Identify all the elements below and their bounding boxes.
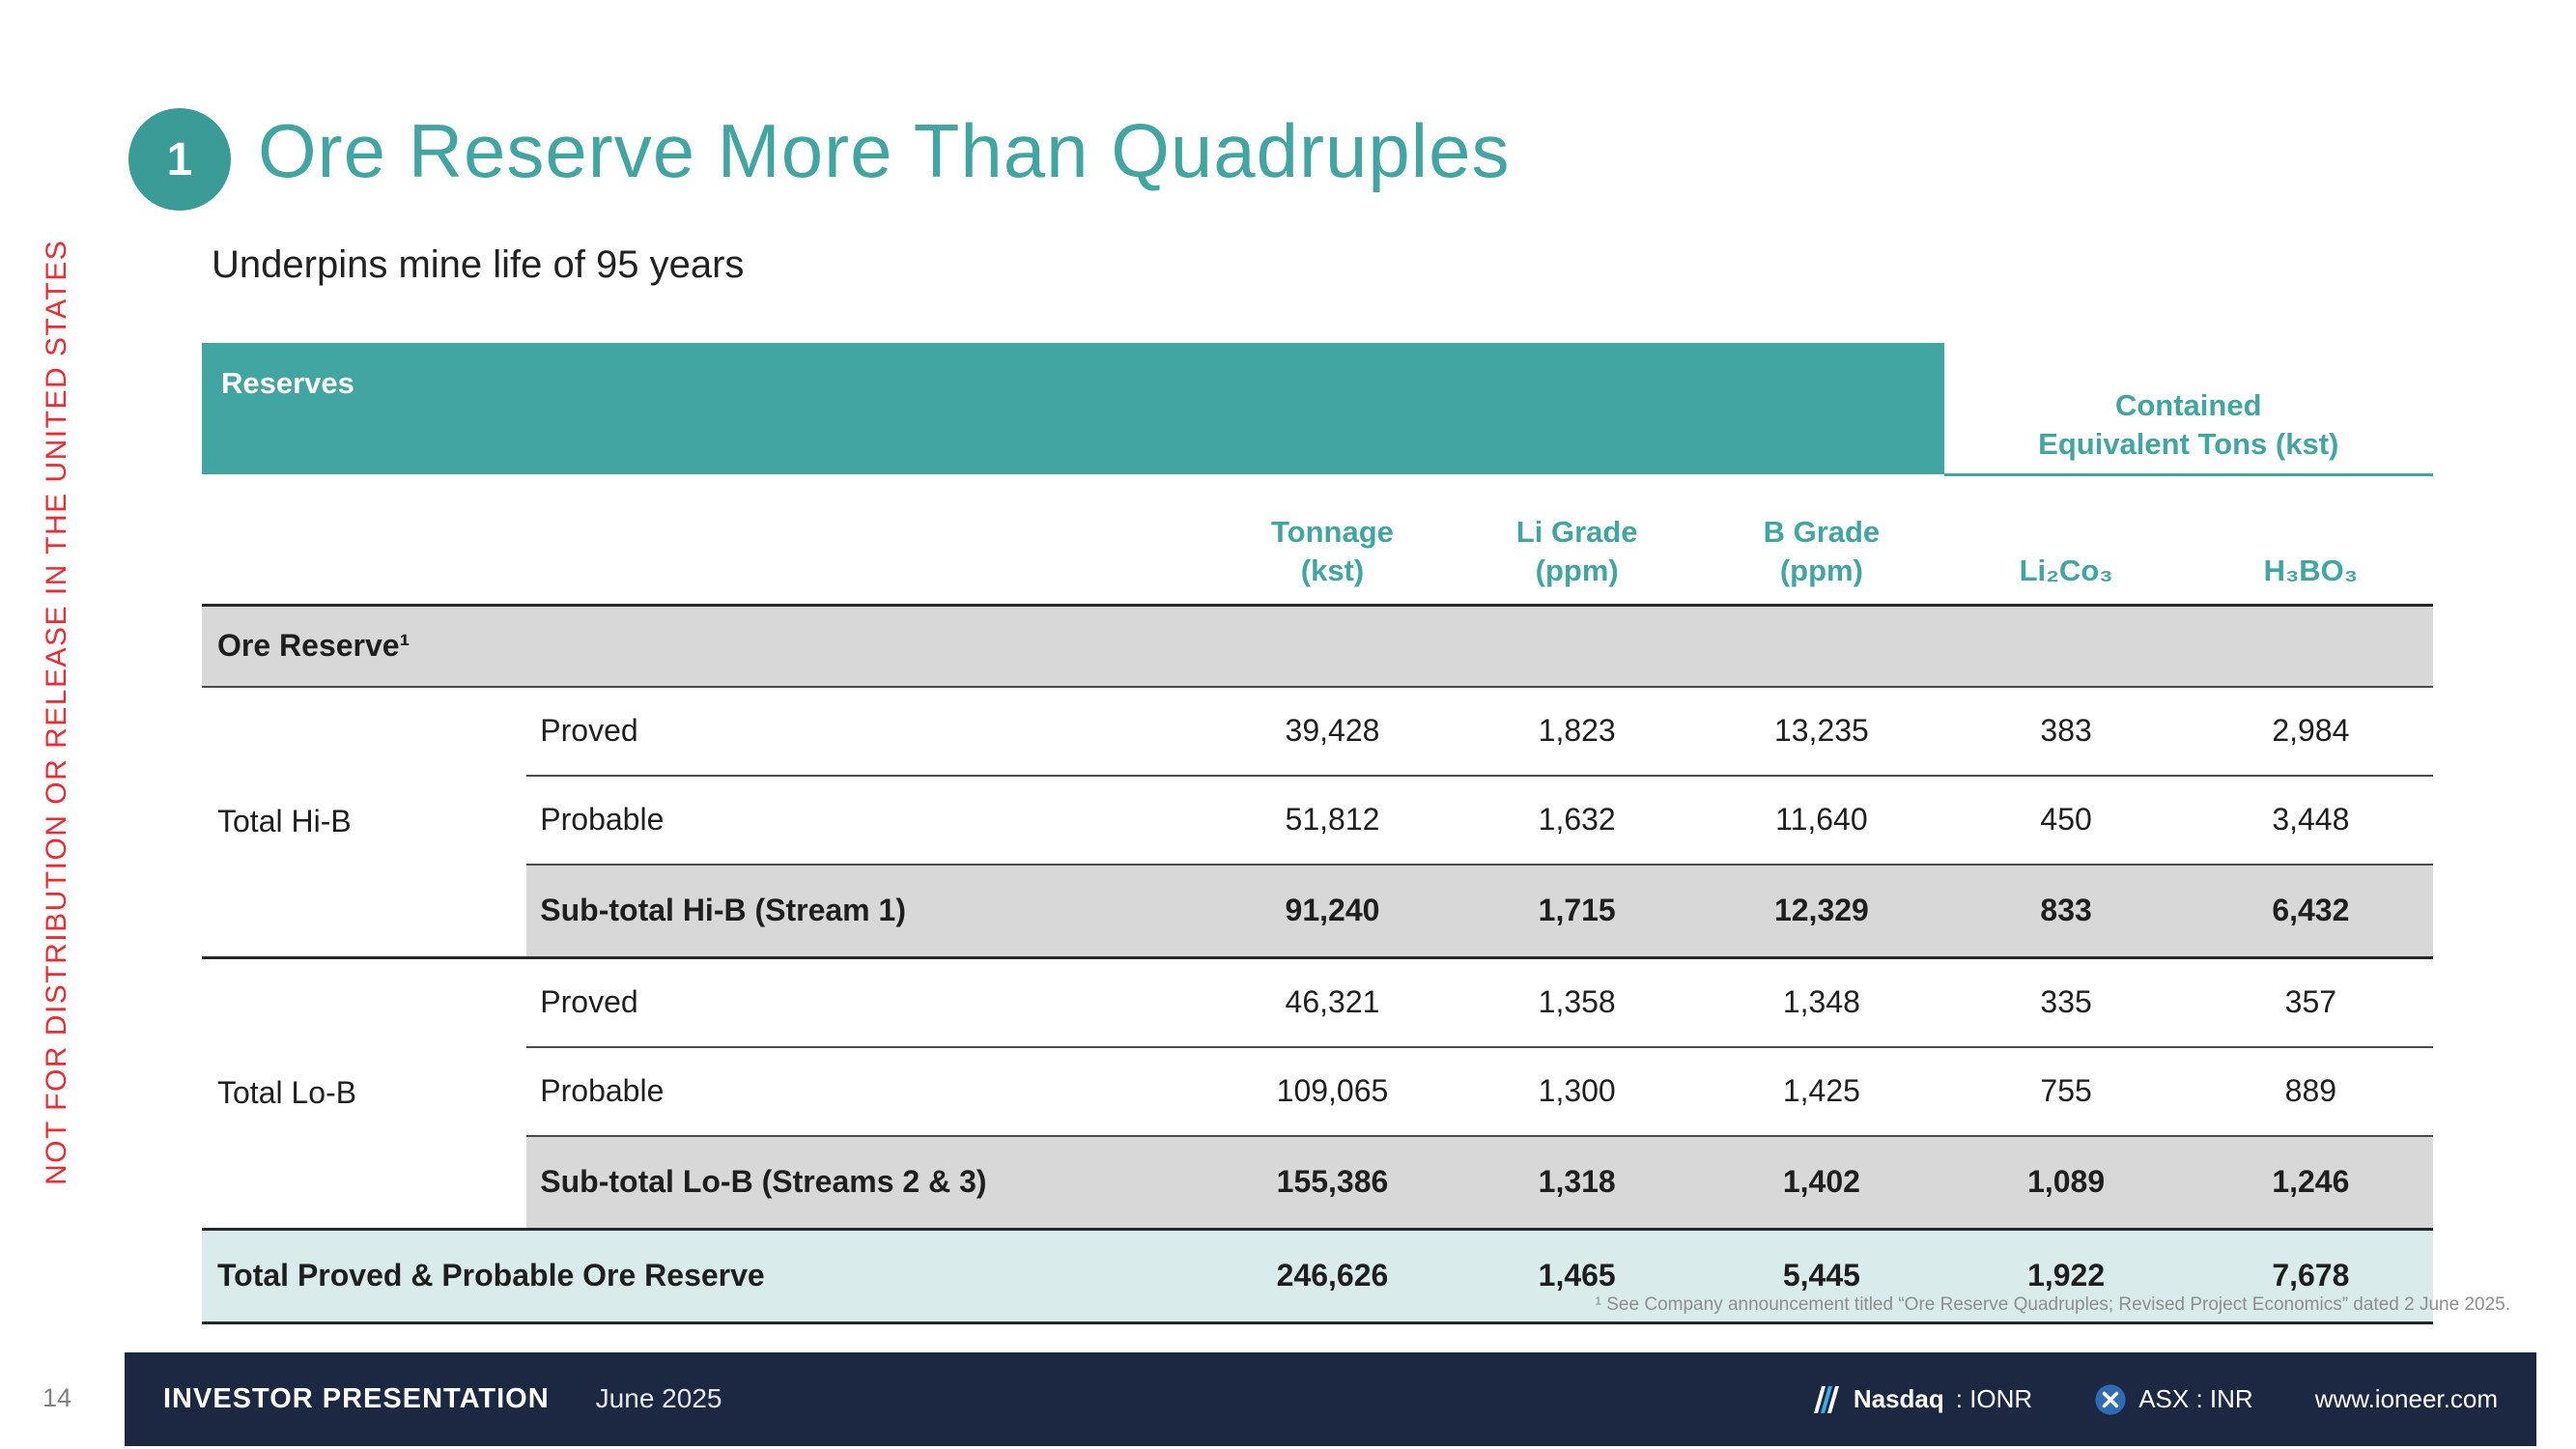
cell-li2co3: 755 [1943,1046,2189,1137]
cell-h3bo3: 2,984 [2188,686,2433,777]
total-label: Total Proved & Probable Ore Reserve [202,1229,1210,1324]
cell-b-grade: 13,235 [1699,686,1944,777]
cell-tonnage: 155,386 [1209,1135,1456,1231]
row-label: Sub-total Lo-B (Streams 2 & 3) [526,1135,1210,1231]
cell-h3bo3: 357 [2188,957,2433,1048]
row-label: Probable [526,775,1210,866]
cell-li-grade: 1,300 [1455,1046,1700,1137]
footnote: ¹ See Company announcement titled “Ore R… [1595,1294,2510,1315]
section-number-badge: 1 [128,108,231,211]
asx-listing: ASX : INR [2094,1383,2253,1416]
cell-li2co3: 335 [1943,957,2189,1048]
table-row-hib-probable: Probable 51,812 1,632 11,640 450 3,448 [202,775,2433,866]
footer-left: INVESTOR PRESENTATION June 2025 [163,1383,722,1415]
col-b-grade: B Grade (ppm) [1699,474,1944,607]
cell-li-grade: 1,823 [1455,686,1700,777]
cell-h3bo3: 3,448 [2188,775,2433,866]
nasdaq-listing: Nasdaq : IONR [1813,1384,2032,1414]
cell-tonnage: 39,428 [1209,686,1456,777]
colhead-spacer [202,474,527,607]
cell-h3bo3: 889 [2188,1046,2433,1137]
asx-icon [2094,1383,2127,1416]
cell-li2co3: 1,922 [1943,1229,2189,1324]
table-row-hib-proved: Total Hi-B Proved 39,428 1,823 13,235 38… [202,686,2433,959]
subtotal-row-hi-b: Sub-total Hi-B (Stream 1) 91,240 1,715 1… [202,864,2433,959]
row-label: Sub-total Hi-B (Stream 1) [526,864,1210,959]
column-header-row: Tonnage (kst) Li Grade (ppm) B Grade (pp… [202,474,2433,607]
group-label-hi-b: Total Hi-B [202,686,527,959]
cell-b-grade: 11,640 [1699,775,1944,866]
cell-h3bo3: 1,246 [2188,1135,2433,1231]
nasdaq-ticker: : IONR [1955,1384,2033,1413]
row-label: Proved [526,957,1210,1048]
distribution-disclaimer: NOT FOR DISTRIBUTION OR RELEASE IN THE U… [41,239,72,1185]
cell-tonnage: 51,812 [1209,775,1456,866]
cell-tonnage: 46,321 [1209,957,1456,1048]
section-row-ore-reserve: Ore Reserve¹ [202,605,2433,688]
cell-li-grade: 1,715 [1455,864,1700,959]
row-label: Proved [526,686,1210,777]
footer-bar: INVESTOR PRESENTATION June 2025 Nasdaq :… [125,1352,2536,1446]
cell-h3bo3: 6,432 [2188,864,2433,959]
section-label: Ore Reserve¹ [202,605,2433,688]
footer-presentation-title: INVESTOR PRESENTATION [163,1383,550,1414]
cell-h3bo3: 7,678 [2188,1229,2433,1324]
footer-date: June 2025 [595,1383,722,1413]
row-label: Probable [526,1046,1210,1137]
cell-li-grade: 1,318 [1455,1135,1700,1231]
footer-right: Nasdaq : IONR ASX : INR www.ioneer.com [1813,1383,2498,1416]
cell-b-grade: 1,348 [1699,957,1944,1048]
asx-label: ASX : INR [2138,1384,2253,1413]
nasdaq-icon [1813,1385,1839,1413]
reserves-table: Reserves Contained Equivalent Tons (kst)… [202,343,2433,1324]
cell-li2co3: 1,089 [1943,1135,2189,1231]
table-header-band: Reserves Contained Equivalent Tons (kst) [202,343,2433,476]
page-number: 14 [42,1383,72,1412]
cell-tonnage: 109,065 [1209,1046,1456,1137]
colhead-spacer [526,474,1210,607]
cell-b-grade: 1,425 [1699,1046,1944,1137]
col-h3bo3: H₃BO₃ [2188,474,2433,607]
col-tonnage: Tonnage (kst) [1209,474,1456,607]
website: www.ioneer.com [2314,1384,2498,1413]
nasdaq-label: Nasdaq [1853,1384,1944,1413]
cell-li2co3: 383 [1943,686,2189,777]
cell-tonnage: 91,240 [1209,864,1456,959]
cell-li-grade: 1,632 [1455,775,1700,866]
cell-b-grade: 12,329 [1699,864,1944,959]
subtotal-row-lo-b: Sub-total Lo-B (Streams 2 & 3) 155,386 1… [202,1135,2433,1231]
slide-subtitle: Underpins mine life of 95 years [212,243,745,286]
cell-tonnage: 246,626 [1209,1229,1456,1324]
slide-title: Ore Reserve More Than Quadruples [258,108,1511,193]
table-row-lob-proved: Total Lo-B Proved 46,321 1,358 1,348 335… [202,957,2433,1231]
cell-li2co3: 450 [1943,775,2189,866]
cell-b-grade: 1,402 [1699,1135,1944,1231]
contained-equivalent-header: Contained Equivalent Tons (kst) [1943,343,2433,476]
col-li-grade: Li Grade (ppm) [1455,474,1700,607]
table-row-lob-probable: Probable 109,065 1,300 1,425 755 889 [202,1046,2433,1137]
total-row: Total Proved & Probable Ore Reserve 246,… [202,1229,2433,1324]
cell-b-grade: 5,445 [1699,1229,1944,1324]
cell-li-grade: 1,465 [1455,1229,1700,1324]
cell-li-grade: 1,358 [1455,957,1700,1048]
reserves-band-label: Reserves [202,343,1944,474]
cell-li2co3: 833 [1943,864,2189,959]
col-li2co3: Li₂Co₃ [1943,474,2189,607]
group-label-lo-b: Total Lo-B [202,957,527,1231]
